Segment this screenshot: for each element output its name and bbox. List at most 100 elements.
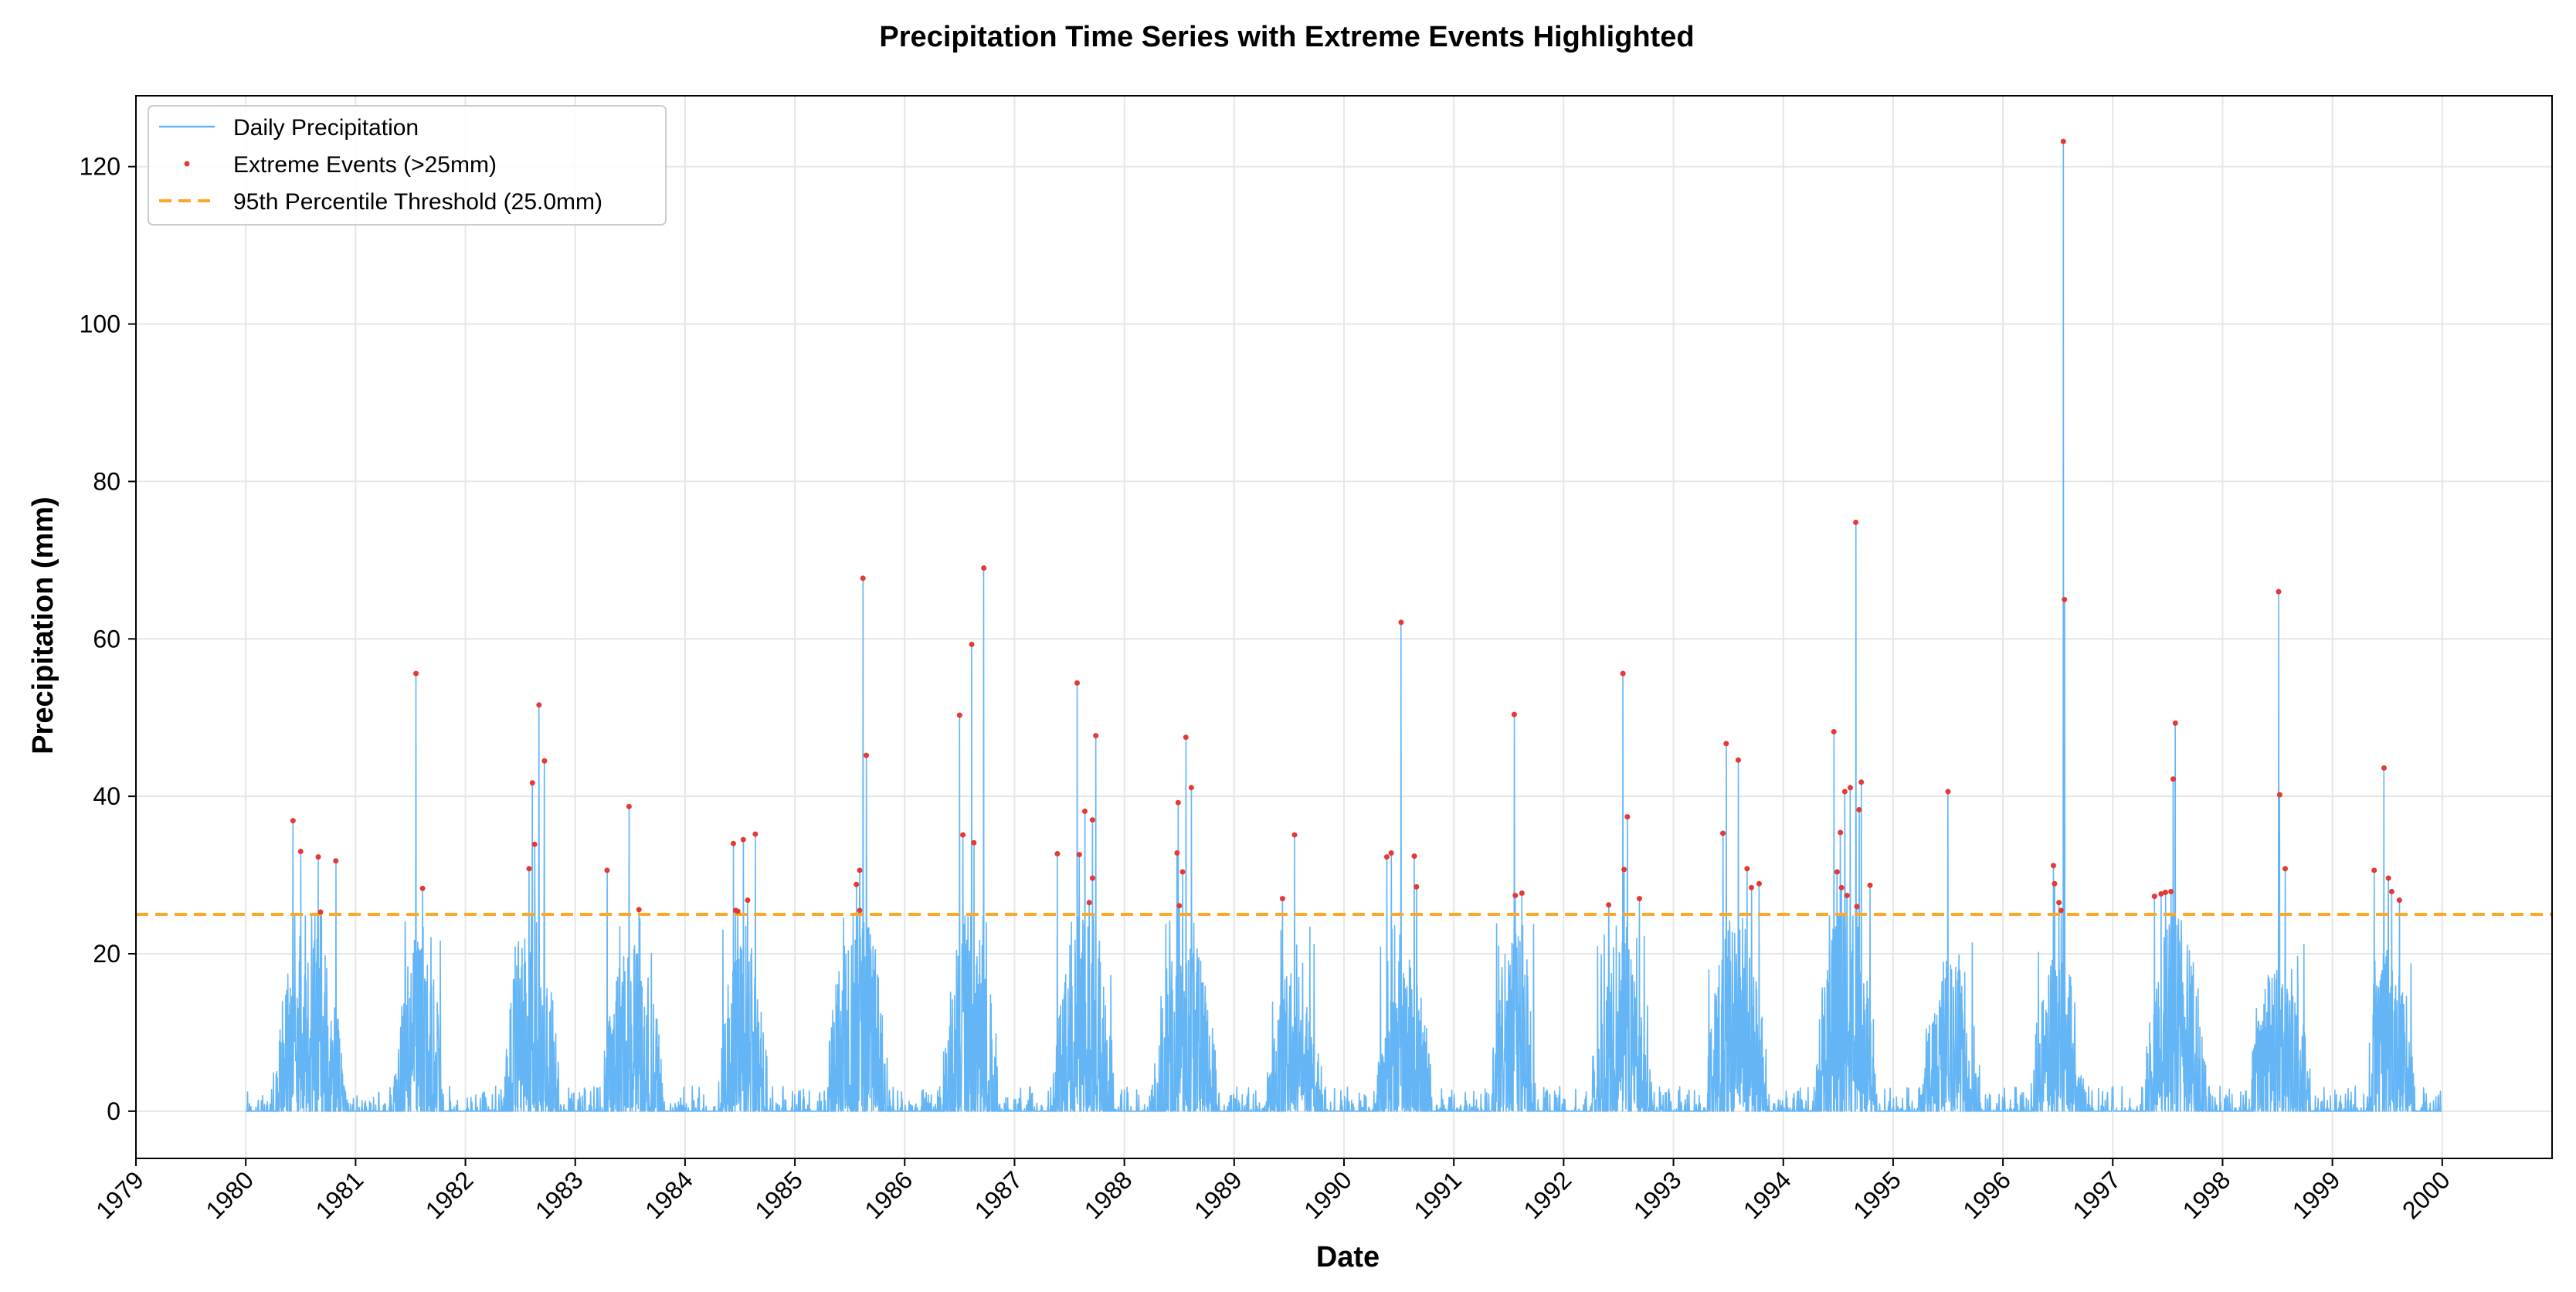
- x-axis-label: Date: [1316, 1241, 1380, 1273]
- extreme-event-point: [1089, 817, 1095, 823]
- legend-box: [148, 105, 667, 226]
- extreme-event-point: [752, 831, 759, 837]
- extreme-event-point: [1174, 850, 1180, 856]
- grid: [135, 96, 2552, 1158]
- extreme-event-point: [1074, 680, 1080, 686]
- extreme-event-point: [2158, 891, 2164, 897]
- extreme-event-point: [1398, 619, 1404, 626]
- y-axis-label: Precipitation (mm): [27, 497, 59, 755]
- y-tick-label: 120: [80, 153, 120, 181]
- extreme-event-point: [1081, 809, 1088, 815]
- extreme-event-point: [626, 803, 632, 809]
- extreme-event-point: [604, 867, 610, 873]
- extreme-event-point: [2056, 900, 2062, 906]
- extreme-event-point: [864, 752, 870, 758]
- y-tick-label: 40: [93, 782, 120, 810]
- extreme-event-point: [531, 841, 538, 847]
- y-axis-ticks: 0 20 40 60 80 100 120: [80, 153, 136, 1125]
- y-tick-label: 0: [107, 1097, 120, 1125]
- extreme-event-point: [2276, 588, 2282, 595]
- extreme-event-point: [2170, 776, 2176, 782]
- extreme-event-point: [857, 907, 863, 914]
- extreme-event-point: [1511, 711, 1517, 717]
- extreme-event-point: [1179, 869, 1186, 875]
- extreme-event-point: [2172, 720, 2178, 726]
- extreme-event-point: [1388, 850, 1394, 856]
- extreme-event-point: [1188, 785, 1194, 791]
- extreme-event-point: [333, 858, 339, 864]
- extreme-event-point: [541, 758, 548, 764]
- extreme-event-point: [854, 881, 860, 887]
- extreme-event-point: [956, 712, 962, 718]
- extreme-event-point: [1735, 757, 1741, 763]
- extreme-event-point: [529, 780, 535, 786]
- extreme-event-point: [1414, 883, 1420, 890]
- daily-precipitation-series: [245, 141, 2442, 1112]
- extreme-event-point: [1945, 788, 1951, 795]
- extreme-event-point: [1093, 733, 1099, 739]
- extreme-event-point: [2385, 875, 2391, 881]
- extreme-event-point: [526, 866, 532, 872]
- extreme-event-point: [1834, 869, 1840, 875]
- extreme-event-point: [1175, 799, 1181, 805]
- legend-marker-extreme-events: [184, 161, 190, 167]
- daily-precipitation-line: [245, 141, 2442, 1112]
- legend-label-daily-precipitation: Daily Precipitation: [233, 115, 419, 141]
- extreme-event-point: [290, 818, 296, 824]
- extreme-event-point: [2371, 867, 2377, 873]
- extreme-events-series: [290, 138, 2402, 915]
- extreme-event-point: [2060, 138, 2066, 144]
- extreme-event-point: [960, 832, 966, 838]
- extreme-event-point: [1279, 896, 1285, 902]
- extreme-event-point: [1854, 904, 1860, 910]
- y-tick-label: 80: [93, 467, 120, 495]
- extreme-event-point: [1858, 779, 1865, 785]
- extreme-event-point: [981, 565, 987, 571]
- extreme-event-point: [1720, 830, 1726, 836]
- extreme-event-point: [315, 854, 321, 860]
- extreme-event-point: [735, 908, 741, 914]
- extreme-event-point: [1519, 890, 1525, 897]
- extreme-event-point: [2052, 880, 2058, 887]
- extreme-event-point: [740, 836, 746, 843]
- extreme-event-point: [636, 907, 642, 913]
- extreme-event-point: [2396, 897, 2402, 904]
- extreme-event-point: [860, 575, 866, 582]
- chart-title: Precipitation Time Series with Extreme E…: [879, 21, 1694, 53]
- extreme-event-point: [419, 885, 426, 891]
- extreme-event-point: [1076, 852, 1082, 858]
- extreme-event-point: [1856, 806, 1862, 812]
- legend-label-threshold: 95th Percentile Threshold (25.0mm): [233, 189, 602, 215]
- extreme-event-point: [1838, 829, 1844, 836]
- extreme-event-point: [1853, 519, 1859, 525]
- extreme-event-point: [413, 670, 419, 677]
- extreme-event-point: [1844, 893, 1850, 899]
- extreme-event-point: [2381, 765, 2387, 771]
- extreme-event-point: [1756, 880, 1762, 887]
- extreme-event-point: [2388, 888, 2394, 894]
- extreme-event-point: [2050, 863, 2056, 869]
- extreme-event-point: [317, 909, 324, 915]
- extreme-event-point: [1744, 866, 1750, 872]
- extreme-event-point: [536, 702, 542, 708]
- extreme-event-point: [1838, 884, 1845, 890]
- extreme-event-point: [1621, 866, 1627, 873]
- extreme-event-point: [1291, 832, 1298, 838]
- extreme-event-point: [1867, 882, 1873, 888]
- y-tick-label: 60: [93, 625, 120, 653]
- extreme-event-point: [1054, 851, 1061, 857]
- extreme-event-point: [1606, 902, 1612, 908]
- extreme-event-point: [1847, 785, 1853, 791]
- extreme-event-point: [1636, 896, 1642, 902]
- extreme-event-point: [730, 840, 736, 846]
- extreme-event-point: [297, 848, 304, 854]
- extreme-event-point: [1620, 670, 1626, 677]
- extreme-event-point: [1383, 854, 1390, 860]
- extreme-event-point: [2282, 866, 2288, 872]
- y-tick-label: 20: [93, 940, 120, 968]
- extreme-event-point: [1841, 788, 1848, 795]
- extreme-event-point: [969, 641, 975, 647]
- extreme-event-point: [1176, 903, 1183, 909]
- extreme-event-point: [971, 839, 977, 846]
